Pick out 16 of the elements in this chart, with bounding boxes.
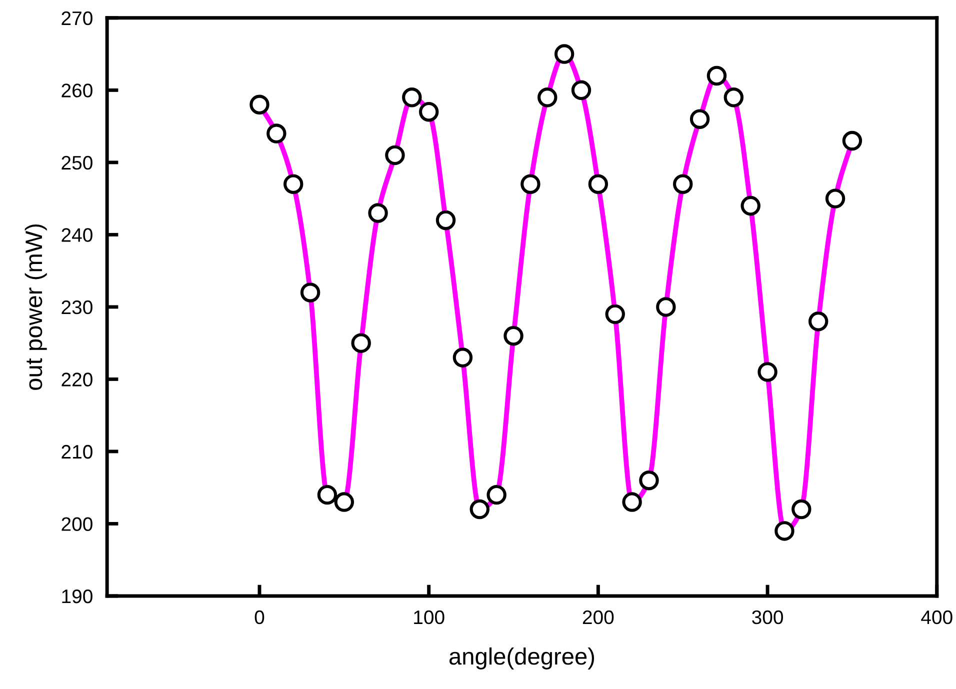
x-tick-label: 200 [582, 610, 614, 624]
y-tick-label: 190 [62, 589, 92, 604]
y-tick-label: 200 [62, 517, 92, 531]
x-axis-title: angle(degree) [449, 647, 594, 670]
y-tick-label: 240 [62, 228, 92, 242]
x-tick-label: 400 [921, 610, 952, 624]
y-tick-label: 250 [62, 156, 92, 170]
y-tick-label: 210 [62, 444, 92, 459]
x-tick-label: 0 [254, 610, 264, 624]
x-tick-label: 300 [752, 610, 783, 624]
x-tick-label: 100 [414, 610, 444, 624]
y-tick-label: 260 [62, 84, 92, 98]
y-tick-label: 220 [62, 372, 92, 386]
y-tick-label: 270 [62, 11, 92, 26]
y-axis-title: out power (mW) [24, 224, 47, 390]
y-tick-label: 230 [62, 300, 92, 314]
